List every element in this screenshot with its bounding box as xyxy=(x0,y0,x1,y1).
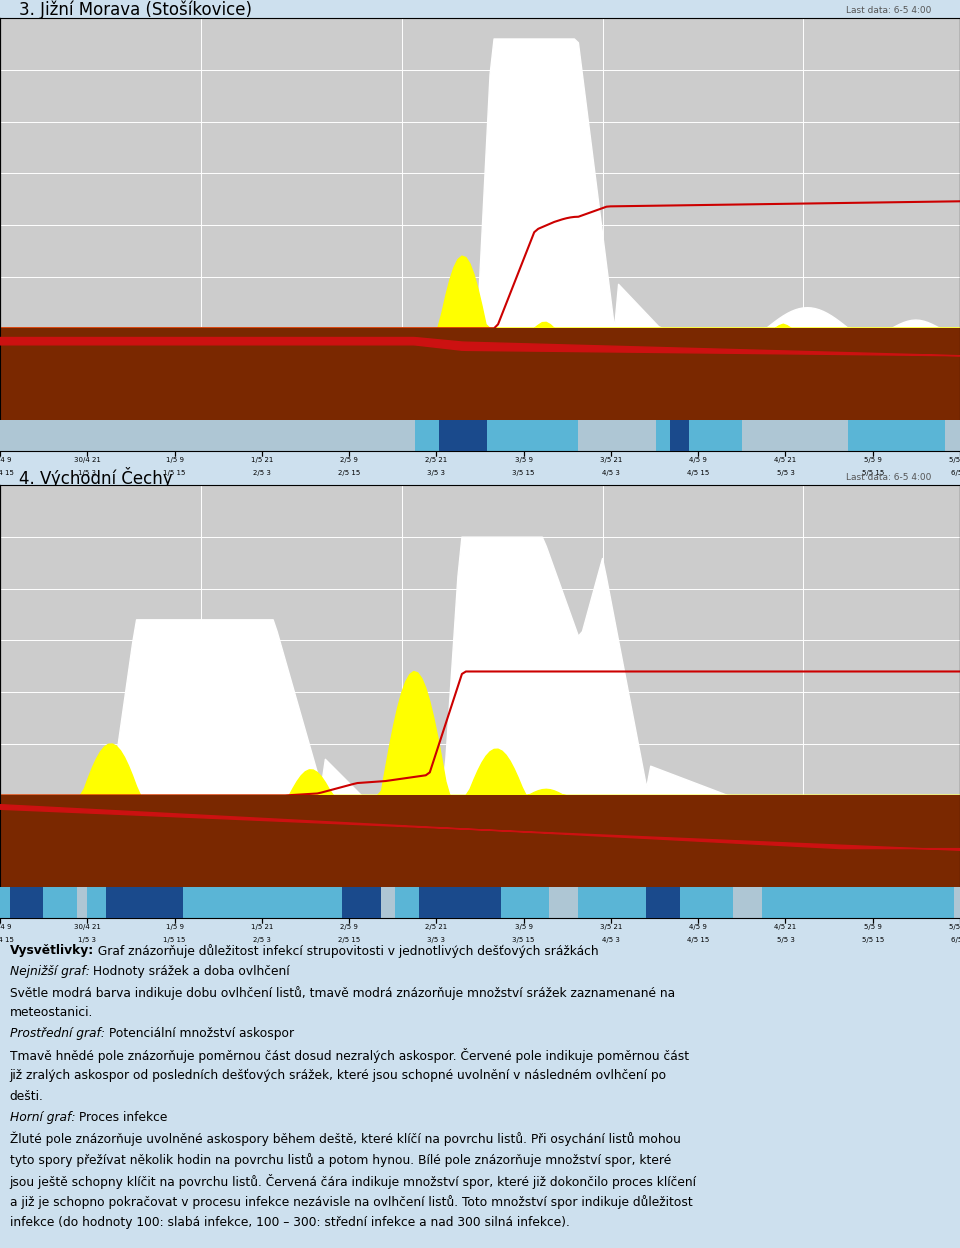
Bar xyxy=(415,419,579,451)
Text: Last data: 6-5 4:00: Last data: 6-5 4:00 xyxy=(846,473,931,482)
Text: Horní graf:: Horní graf: xyxy=(10,1111,75,1124)
Text: Graf znázorňuje důležitost infekcí strupovitosti v jednotlivých dešťových srážká: Graf znázorňuje důležitost infekcí strup… xyxy=(94,943,598,957)
Bar xyxy=(646,887,680,919)
Bar xyxy=(10,887,43,919)
Bar xyxy=(670,419,689,451)
Bar xyxy=(849,419,945,451)
Bar xyxy=(656,419,742,451)
Text: Žluté pole znázorňuje uvolněné askospory během deště, které klíčí na povrchu lis: Žluté pole znázorňuje uvolněné askospory… xyxy=(10,1132,681,1147)
Bar xyxy=(342,887,381,919)
Text: Vysvětlivky:: Vysvětlivky: xyxy=(10,943,94,957)
Text: infekce (do hodnoty 100: slabá infekce, 100 – 300: střední infekce a nad 300 sil: infekce (do hodnoty 100: slabá infekce, … xyxy=(10,1216,569,1228)
Text: jsou ještě schopny klíčit na povrchu listů. Červená čára indikuje množství spor,: jsou ještě schopny klíčit na povrchu lis… xyxy=(10,1174,697,1189)
Bar xyxy=(106,887,183,919)
Bar xyxy=(420,887,501,919)
Text: 4. Východní Čechy: 4. Východní Čechy xyxy=(19,467,173,488)
Text: Nejnižší graf:: Nejnižší graf: xyxy=(10,965,89,977)
Text: tyto spory přežívat několik hodin na povrchu listů a potom hynou. Bílé pole znáz: tyto spory přežívat několik hodin na pov… xyxy=(10,1153,671,1167)
Bar xyxy=(439,419,487,451)
Text: Proces infekce: Proces infekce xyxy=(75,1111,167,1124)
Text: Světle modrá barva indikuje dobu ovlhčení listů, tmavě modrá znázorňuje množství: Světle modrá barva indikuje dobu ovlhčen… xyxy=(10,986,675,1000)
Text: a již je schopno pokračovat v procesu infekce nezávisle na ovlhčení listů. Toto : a již je schopno pokračovat v procesu in… xyxy=(10,1194,692,1208)
Text: Hodnoty srážek a doba ovlhčení: Hodnoty srážek a doba ovlhčení xyxy=(89,965,290,977)
Text: 3. Jižní Morava (Stošíkovice): 3. Jižní Morava (Stošíkovice) xyxy=(19,1,252,19)
Text: již zralých askospor od posledních dešťových srážek, které jsou schopné uvolnění: již zralých askospor od posledních dešťo… xyxy=(10,1070,667,1082)
Bar xyxy=(579,887,732,919)
Bar xyxy=(396,887,549,919)
Text: meteostanici.: meteostanici. xyxy=(10,1006,93,1020)
Bar xyxy=(761,887,954,919)
Bar xyxy=(0,887,77,919)
Text: Last data: 6-5 4:00: Last data: 6-5 4:00 xyxy=(846,5,931,15)
Text: Tmavě hnědé pole znázorňuje poměrnou část dosud nezralých askospor. Červené pole: Tmavě hnědé pole znázorňuje poměrnou čás… xyxy=(10,1048,688,1063)
Text: Potenciální množství askospor: Potenciální množství askospor xyxy=(105,1027,294,1041)
Text: Prostřední graf:: Prostřední graf: xyxy=(10,1027,105,1041)
Text: dešti.: dešti. xyxy=(10,1090,43,1103)
Bar xyxy=(86,887,367,919)
